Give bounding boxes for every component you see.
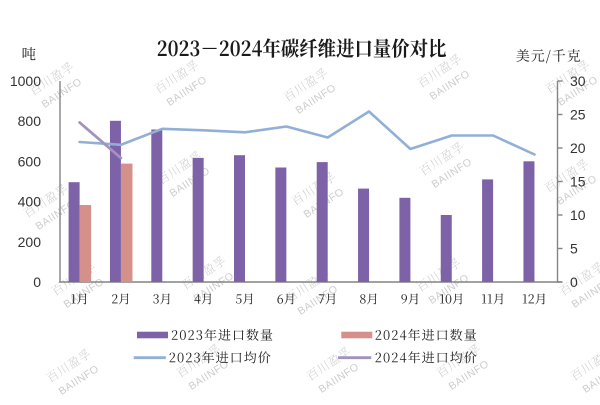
svg-text:20: 20	[570, 140, 586, 156]
svg-text:10: 10	[570, 207, 586, 223]
svg-text:15: 15	[570, 174, 586, 190]
svg-text:600: 600	[18, 153, 42, 169]
svg-text:0: 0	[33, 274, 41, 290]
svg-text:5: 5	[570, 241, 578, 257]
svg-text:400: 400	[18, 194, 42, 210]
svg-text:30: 30	[570, 73, 586, 89]
svg-text:200: 200	[18, 234, 42, 250]
svg-text:0: 0	[570, 274, 578, 290]
svg-text:25: 25	[570, 107, 586, 123]
svg-text:800: 800	[18, 113, 42, 129]
svg-text:1000: 1000	[10, 73, 41, 89]
